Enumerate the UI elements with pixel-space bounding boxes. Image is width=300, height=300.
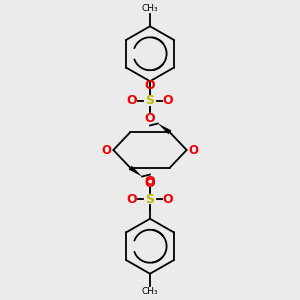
Text: S: S [146,94,154,107]
Text: O: O [127,94,137,107]
Text: CH₃: CH₃ [142,287,158,296]
Text: O: O [163,94,173,107]
Text: O: O [145,175,155,188]
Text: O: O [189,143,199,157]
Text: O: O [145,177,155,190]
Polygon shape [129,166,142,176]
Text: O: O [145,79,155,92]
Text: S: S [146,193,154,206]
Text: O: O [127,193,137,206]
Polygon shape [158,124,171,134]
Text: CH₃: CH₃ [142,4,158,13]
Text: O: O [101,143,111,157]
Text: O: O [163,193,173,206]
Text: O: O [145,112,155,125]
